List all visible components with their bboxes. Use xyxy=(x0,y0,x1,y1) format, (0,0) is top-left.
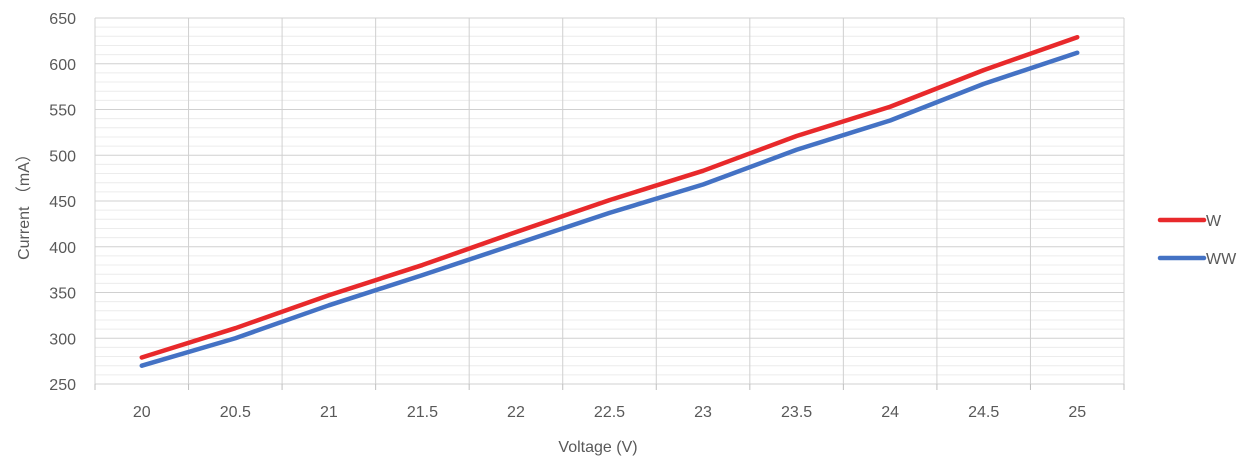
y-tick-label: 400 xyxy=(49,240,76,257)
x-tick-label: 23.5 xyxy=(781,404,812,421)
y-tick-label: 450 xyxy=(49,194,76,211)
y-axis-ticks: 250 300 350 400 450 500 550 600 650 xyxy=(49,11,76,394)
x-tick-label: 22 xyxy=(507,404,525,421)
x-tick-label: 21 xyxy=(320,404,338,421)
x-tick-label: 23 xyxy=(694,404,712,421)
y-tick-label: 250 xyxy=(49,377,76,394)
legend-label-ww: WW xyxy=(1206,251,1237,268)
x-tick-label: 20 xyxy=(133,404,151,421)
x-tick-label: 21.5 xyxy=(407,404,438,421)
x-tick-label: 22.5 xyxy=(594,404,625,421)
y-tick-label: 350 xyxy=(49,286,76,303)
y-tick-label: 650 xyxy=(49,11,76,28)
x-tick-label: 25 xyxy=(1068,404,1086,421)
y-axis-title: Current （mA） xyxy=(15,146,33,260)
legend: WWW xyxy=(1157,213,1237,268)
y-tick-label: 550 xyxy=(49,103,76,120)
y-tick-label: 300 xyxy=(49,331,76,348)
x-tick-label: 24.5 xyxy=(968,404,999,421)
y-tick-label: 500 xyxy=(49,148,76,165)
series-lines xyxy=(139,34,1080,368)
y-tick-label: 600 xyxy=(49,57,76,74)
x-axis-ticks: 20 20.5 21 21.5 22 22.5 23 23.5 24 24.5 25 xyxy=(133,404,1086,421)
x-axis-title: Voltage (V) xyxy=(558,439,637,456)
gridlines xyxy=(94,17,1125,390)
x-tick-label: 24 xyxy=(881,404,899,421)
legend-label-w: W xyxy=(1206,213,1222,230)
x-tick-label: 20.5 xyxy=(220,404,251,421)
